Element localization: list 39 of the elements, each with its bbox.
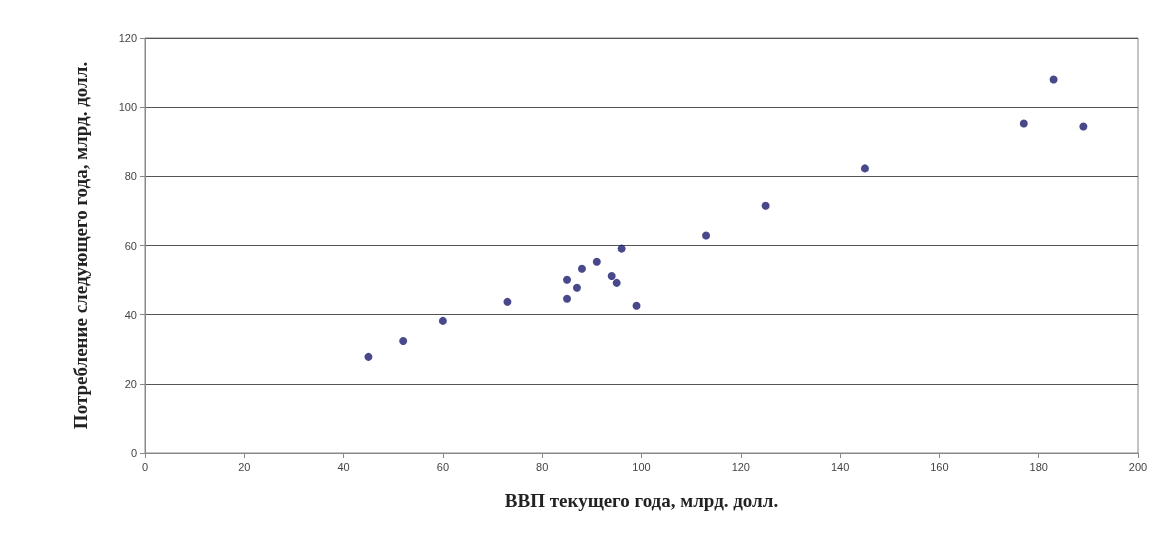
point <box>503 297 512 306</box>
point <box>563 294 572 303</box>
y-tick-label: 100 <box>118 101 137 114</box>
point <box>572 283 581 292</box>
x-tick-label: 20 <box>238 460 251 473</box>
x-tick-label: 160 <box>930 460 949 473</box>
point <box>1079 122 1088 131</box>
point <box>702 231 711 240</box>
y-tick-label: 0 <box>130 447 137 459</box>
point <box>860 164 869 173</box>
point <box>563 275 572 284</box>
x-tick-label: 120 <box>731 460 750 473</box>
point <box>592 257 601 266</box>
point <box>399 336 408 345</box>
x-tick-label: 0 <box>141 460 149 473</box>
y-tick-label: 80 <box>124 170 137 183</box>
x-tick-label: 40 <box>337 460 350 473</box>
x-tick-label: 200 <box>1128 460 1148 473</box>
x-tick-label: 100 <box>632 460 651 473</box>
y-axis-title: Потребление следующего года, млрд. долл. <box>70 61 91 430</box>
y-tick-label: 20 <box>124 377 137 390</box>
point <box>632 301 641 310</box>
point <box>761 201 770 210</box>
y-tick-label: 60 <box>124 239 137 252</box>
y-tick-label: 120 <box>118 32 137 44</box>
point <box>617 244 626 253</box>
point <box>612 278 621 287</box>
x-tick-label: 80 <box>536 460 549 473</box>
x-tick-label: 180 <box>1029 460 1048 473</box>
point <box>364 352 373 361</box>
point <box>1019 119 1028 128</box>
point <box>577 264 586 273</box>
x-tick-label: 140 <box>830 460 850 473</box>
x-axis-title: ВВП текущего года, млрд. долл. <box>504 490 779 511</box>
x-tick-label: 60 <box>436 460 450 473</box>
point <box>1049 75 1058 84</box>
y-tick-label: 40 <box>124 308 137 321</box>
point <box>438 316 447 325</box>
point <box>607 271 616 280</box>
